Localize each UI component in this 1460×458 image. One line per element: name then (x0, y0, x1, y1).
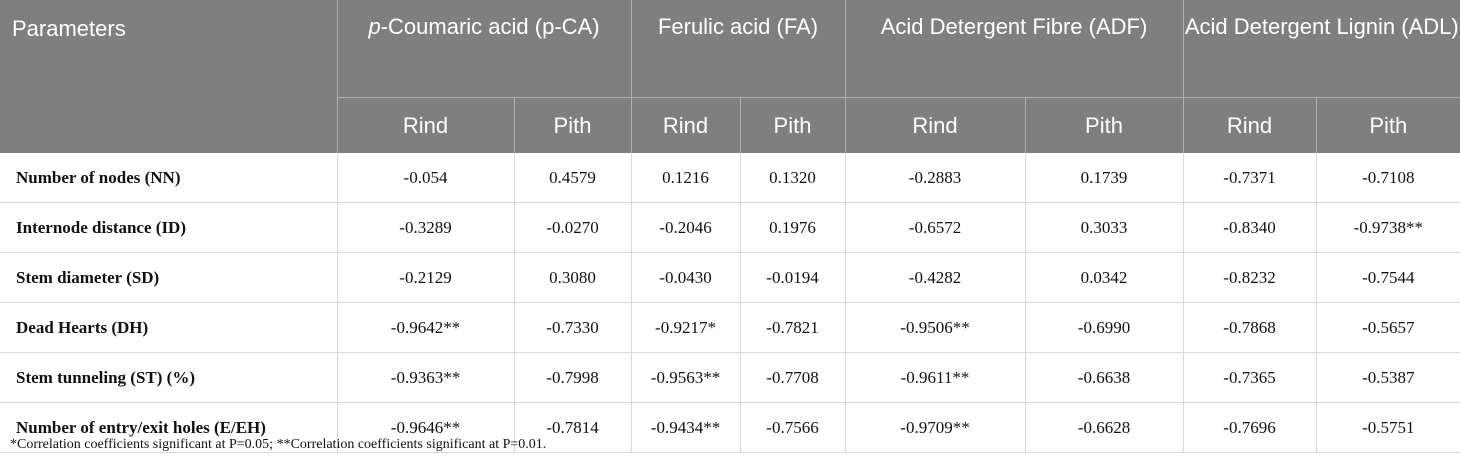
value-cell: -0.9363** (336, 352, 514, 403)
row-label: Internode distance (ID) (0, 202, 337, 253)
table-row: Number of entry/exit holes (E/EH) -0.9646… (0, 402, 1460, 453)
value-cell: -0.7544 (1315, 252, 1460, 303)
group-header: Acid Detergent Fibre (ADF) (844, 0, 1184, 98)
subheader-cell: Rind (1182, 97, 1317, 153)
value-cell: -0.5657 (1315, 302, 1460, 353)
value-cell: -0.6990 (1024, 302, 1184, 353)
value-cell: 0.3033 (1024, 202, 1184, 253)
group-header: Acid Detergent Lignin (ADL) (1182, 0, 1460, 98)
value-cell: 0.4579 (513, 153, 632, 203)
value-cell: -0.9642** (336, 302, 514, 353)
value-cell: 0.1216 (630, 153, 741, 203)
value-cell: -0.0430 (630, 252, 741, 303)
value-cell: -0.3289 (336, 202, 514, 253)
value-cell: -0.2046 (630, 202, 741, 253)
value-cell: -0.2129 (336, 252, 514, 303)
value-cell: -0.9709** (844, 402, 1026, 453)
italic-text: p (368, 14, 381, 39)
table-body: Number of nodes (NN) -0.054 0.4579 0.1216 0.… (0, 153, 1460, 453)
table-row: Number of nodes (NN) -0.054 0.4579 0.1216 0.… (0, 153, 1460, 203)
value-cell: -0.9646** (336, 402, 514, 453)
value-cell: -0.7868 (1182, 302, 1317, 353)
value-cell: -0.9611** (844, 352, 1026, 403)
value-cell: -0.9217* (630, 302, 741, 353)
value-cell: -0.5751 (1315, 402, 1460, 453)
value-cell: -0.8340 (1182, 202, 1317, 253)
value-cell: -0.054 (336, 153, 514, 203)
value-cell: -0.7330 (513, 302, 632, 353)
value-cell: -0.7566 (739, 402, 846, 453)
value-cell: -0.6572 (844, 202, 1026, 253)
value-cell: -0.6628 (1024, 402, 1184, 453)
value-cell: -0.7108 (1315, 153, 1460, 203)
subheader-cell: Pith (739, 97, 846, 153)
value-cell: -0.7371 (1182, 153, 1317, 203)
subheader-cell: Rind (336, 97, 514, 153)
table-row: Stem tunneling (ST) (%) -0.9363** -0.7998-… (0, 352, 1460, 403)
table-row: Stem diameter (SD) -0.2129 0.3080 -0.0430 -0… (0, 252, 1460, 303)
value-cell: -0.7998 (513, 352, 632, 403)
value-cell: -0.9738** (1315, 202, 1460, 253)
value-cell: -0.9434** (630, 402, 741, 453)
subheader-cell: Pith (1315, 97, 1460, 153)
group-header: p-Coumaric acid (p-CA) (336, 0, 632, 98)
row-label: Dead Hearts (DH) (0, 302, 337, 353)
value-cell: -0.0270 (513, 202, 632, 253)
value-cell: -0.5387 (1315, 352, 1460, 403)
row-label: Stem diameter (SD) (0, 252, 337, 303)
subheader-row: Rind Pith Rind Pith Rind Pith Rind Pith (0, 97, 1460, 153)
value-cell: 0.1739 (1024, 153, 1184, 203)
value-cell: -0.9563** (630, 352, 741, 403)
value-cell: -0.6638 (1024, 352, 1184, 403)
group-header: Ferulic acid (FA) (630, 0, 846, 98)
subheader-cell: Rind (630, 97, 741, 153)
value-cell: -0.7696 (1182, 402, 1317, 453)
value-cell: -0.8232 (1182, 252, 1317, 303)
value-cell: 0.0342 (1024, 252, 1184, 303)
table-row: Dead Hearts (DH) -0.9642** -0.7330 -0.9217*… (0, 302, 1460, 353)
value-cell: -0.2883 (844, 153, 1026, 203)
value-cell: -0.7814 (513, 402, 632, 453)
value-cell: 0.3080 (513, 252, 632, 303)
value-cell: -0.7708 (739, 352, 846, 403)
subheader-cell: Rind (844, 97, 1026, 153)
value-cell: -0.7821 (739, 302, 846, 353)
header-text: Ferulic acid (FA) (657, 14, 819, 39)
header-cell: Parameters (0, 0, 337, 153)
footnote: *Correlation coefficients significant at… (10, 437, 547, 452)
row-label: Stem tunneling (ST) (%) (0, 352, 337, 403)
value-cell: -0.0194 (739, 252, 846, 303)
table-row: Internode distance (ID) -0.3289 -0.0270 -0.… (0, 202, 1460, 253)
subheader-cell: Pith (513, 97, 632, 153)
value-cell: -0.7365 (1182, 352, 1317, 403)
value-cell: 0.1976 (739, 202, 846, 253)
value-cell: 0.1320 (739, 153, 846, 203)
header-text: -Coumaric acid (p-CA) (380, 14, 600, 39)
row-label: Number of nodes (NN) (0, 153, 337, 203)
header-text: Acid Detergent Lignin (ADL) (1184, 14, 1459, 39)
header-text: Acid Detergent Fibre (ADF) (880, 14, 1148, 39)
value-cell: -0.9506** (844, 302, 1026, 353)
subheader-cell: Pith (1024, 97, 1184, 153)
row-label: Number of entry/exit holes (E/EH) (0, 402, 337, 453)
header-row: Parameters p-Coumaric acid (p-CA) Ferulic… (0, 0, 1460, 153)
value-cell: -0.4282 (844, 252, 1026, 303)
